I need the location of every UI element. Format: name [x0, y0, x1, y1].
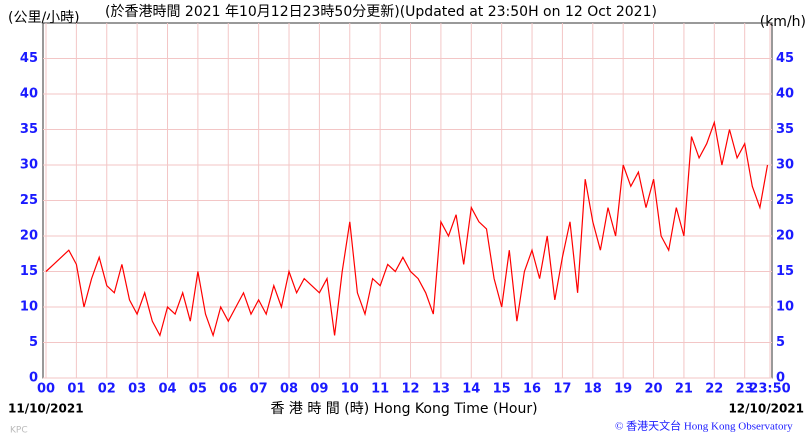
x-tick-label: 06 — [219, 382, 237, 397]
x-tick-label: 17 — [553, 382, 571, 397]
y-tick-label: 10 — [776, 300, 794, 315]
start-date: 11/10/2021 — [8, 402, 84, 416]
x-tick-label: 08 — [280, 382, 298, 397]
end-date: 12/10/2021 — [728, 402, 804, 416]
y-tick-label: 15 — [20, 264, 38, 279]
x-tick-label: 21 — [675, 382, 693, 397]
x-tick-label: 05 — [189, 382, 207, 397]
x-tick-label: 07 — [250, 382, 268, 397]
y-tick-label: 25 — [20, 193, 38, 208]
x-tick-label: 01 — [67, 382, 85, 397]
y-tick-label: 0 — [29, 371, 38, 386]
y-tick-label: 5 — [776, 335, 785, 350]
y-tick-label: 10 — [20, 300, 38, 315]
credit: © 香港天文台 Hong Kong Observatory — [615, 419, 793, 433]
y-tick-label: 40 — [776, 87, 794, 102]
x-tick-label: 10 — [341, 382, 359, 397]
y-tick-label: 20 — [776, 229, 794, 244]
x-tick-label: 15 — [493, 382, 511, 397]
x-tick-label: 03 — [128, 382, 146, 397]
y-tick-label: 45 — [776, 51, 794, 66]
y-tick-label: 30 — [20, 158, 38, 173]
y-tick-label: 20 — [20, 229, 38, 244]
x-tick-label: 23 — [736, 382, 754, 397]
x-tick-label: 00 — [37, 382, 55, 397]
x-tick-label: 22 — [705, 382, 723, 397]
x-tick-label: 16 — [523, 382, 541, 397]
y-tick-label: 5 — [29, 335, 38, 350]
x-tick-label: 04 — [158, 382, 176, 397]
watermark: KPC — [10, 426, 28, 436]
y-label-right: (km/h) — [760, 14, 806, 30]
x-tick-label: 02 — [98, 382, 116, 397]
y-tick-label: 15 — [776, 264, 794, 279]
y-tick-label: 30 — [776, 158, 794, 173]
y-tick-label: 40 — [20, 87, 38, 102]
x-tick-label: 20 — [645, 382, 663, 397]
x-tick-label: 13 — [432, 382, 450, 397]
x-tick-label: 19 — [614, 382, 632, 397]
x-tick-label: 11 — [371, 382, 389, 397]
x-label: 香 港 時 間 (時) Hong Kong Time (Hour) — [270, 401, 537, 417]
y-tick-label: 25 — [776, 193, 794, 208]
data-line — [45, 120, 769, 338]
x-tick-label: 23:50 — [749, 382, 790, 397]
y-tick-label: 0 — [776, 371, 785, 386]
y-tick-label: 35 — [776, 122, 794, 137]
y-label-left: (公里/小時) — [8, 10, 80, 26]
x-tick-label: 09 — [310, 382, 328, 397]
x-tick-label: 18 — [584, 382, 602, 397]
chart-title: (於香港時間 2021 年10月12日23時50分更新)(Updated at … — [105, 4, 657, 20]
x-tick-label: 14 — [462, 382, 480, 397]
y-tick-label: 45 — [20, 51, 38, 66]
x-tick-label: 12 — [401, 382, 419, 397]
y-tick-label: 35 — [20, 122, 38, 137]
